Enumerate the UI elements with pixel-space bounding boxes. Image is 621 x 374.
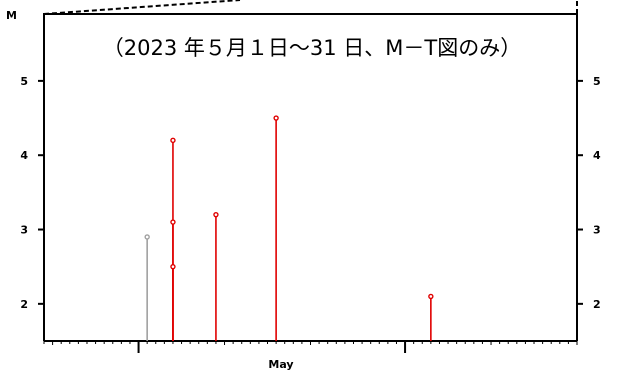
y-tick-label-left: 3 xyxy=(20,224,28,237)
axis-ticks: 2 2 3 3 4 4 5 5 xyxy=(20,75,601,353)
chart-title: （2023 年５月１日～31 日、M－T図のみ） xyxy=(103,36,521,60)
y-axis-label: M xyxy=(6,9,17,22)
stem-point xyxy=(170,137,176,144)
y-tick-label-left: 2 xyxy=(20,298,28,311)
y-tick-label-right: 5 xyxy=(593,75,601,88)
connector-dashed-left xyxy=(43,0,241,15)
stem-point xyxy=(428,293,434,300)
y-tick-label-left: 4 xyxy=(20,149,28,162)
stem-point xyxy=(273,115,279,121)
x-month-label: May xyxy=(268,358,293,371)
stem-point xyxy=(144,234,150,240)
stem-point xyxy=(213,211,219,218)
stem-point xyxy=(170,263,176,270)
y-tick-label-right: 2 xyxy=(593,298,601,311)
y-tick-label-left: 5 xyxy=(20,75,28,88)
y-tick-label-right: 4 xyxy=(593,149,601,162)
stem-point xyxy=(170,219,176,225)
plot-frame xyxy=(43,13,578,341)
stem-marks xyxy=(144,115,434,341)
y-tick-label-right: 3 xyxy=(593,224,601,237)
